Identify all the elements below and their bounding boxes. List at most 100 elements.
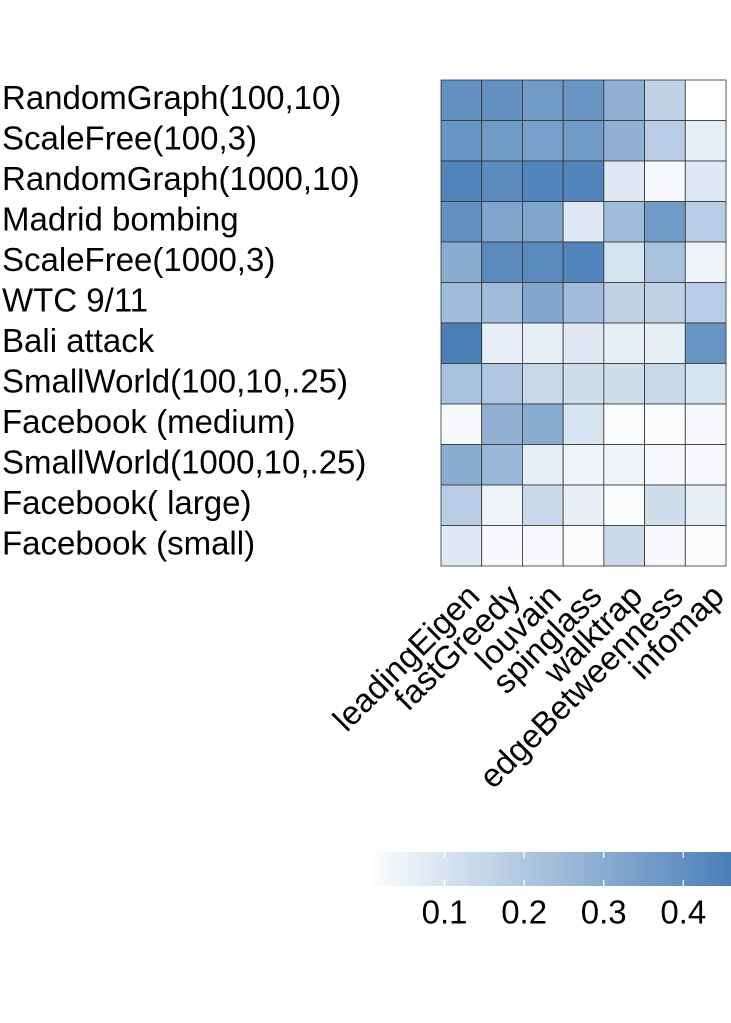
row-label: RandomGraph(100,10) (2, 79, 341, 116)
heatmap-cell (562, 120, 605, 162)
heatmap-cell (603, 363, 645, 405)
heatmap-cell (440, 484, 483, 526)
row-label: Facebook (small) (2, 524, 255, 561)
heatmap-cell (684, 201, 727, 243)
heatmap-cell (481, 363, 523, 405)
heatmap-cell (603, 120, 645, 162)
heatmap-cell (603, 282, 645, 324)
row-label: WTC 9/11 (2, 281, 148, 318)
heatmap-cell (522, 525, 564, 567)
colorbar-tick-label: 0.3 (581, 894, 627, 931)
colorbar (373, 852, 731, 886)
heatmap-cell (644, 241, 686, 283)
heatmap-cell (603, 241, 645, 283)
heatmap-cell (440, 160, 483, 202)
row-label: SmallWorld(100,10,.25) (2, 362, 348, 399)
heatmap-cell (481, 79, 523, 121)
row-label: Bali attack (2, 322, 155, 359)
heatmap-cell (562, 403, 605, 445)
heatmap-cell (481, 160, 523, 202)
row-label: Madrid bombing (2, 200, 239, 237)
heatmap-cell (440, 79, 483, 121)
heatmap-cell (562, 363, 605, 405)
heatmap-cell (603, 403, 645, 445)
heatmap-cell (644, 79, 686, 121)
colorbar-tick-label: 0.2 (501, 894, 547, 931)
heatmap-cell (644, 525, 686, 567)
heatmap-cell (522, 444, 564, 486)
heatmap-cell (684, 160, 727, 202)
heatmap-cell (522, 120, 564, 162)
heatmap-cell (562, 484, 605, 526)
heatmap-cell (440, 241, 483, 283)
heatmap-cell (644, 363, 686, 405)
heatmap-cell (440, 282, 483, 324)
heatmap-cell (440, 120, 483, 162)
heatmap-cell (481, 403, 523, 445)
row-label: Facebook (medium) (2, 403, 295, 440)
colorbar-tick-label: 0.4 (660, 894, 706, 931)
heatmap-cell (562, 322, 605, 364)
colorbar-tick-label: 0.1 (422, 894, 468, 931)
heatmap-cell (440, 403, 483, 445)
row-label: Facebook( large) (2, 484, 251, 521)
heatmap-cell (562, 444, 605, 486)
heatmap-cell (562, 79, 605, 121)
heatmap-cell (562, 282, 605, 324)
heatmap-cell (684, 525, 727, 567)
heatmap-cell (522, 363, 564, 405)
heatmap-cell (562, 241, 605, 283)
heatmap-cell (684, 322, 727, 364)
heatmap-cell (481, 241, 523, 283)
heatmap-cell (603, 484, 645, 526)
heatmap-cell (481, 120, 523, 162)
heatmap-cell (522, 403, 564, 445)
heatmap-cell (522, 241, 564, 283)
heatmap-cell (481, 282, 523, 324)
heatmap-cell (522, 79, 564, 121)
heatmap-cell (644, 160, 686, 202)
heatmap-cell (684, 241, 727, 283)
heatmap-cell (440, 322, 483, 364)
heatmap-cell (522, 160, 564, 202)
heatmap-cell (481, 201, 523, 243)
heatmap-cell (522, 282, 564, 324)
heatmap-cell (603, 79, 645, 121)
heatmap-cell (562, 525, 605, 567)
heatmap-cell (440, 525, 483, 567)
heatmap-cell (481, 484, 523, 526)
heatmap-cell (522, 201, 564, 243)
heatmap-cell (644, 120, 686, 162)
heatmap-cell (684, 484, 727, 526)
heatmap-cell (603, 322, 645, 364)
heatmap-cell (481, 525, 523, 567)
heatmap-cell (522, 484, 564, 526)
row-label: SmallWorld(1000,10,.25) (2, 443, 366, 480)
heatmap-cell (603, 201, 645, 243)
heatmap-cell (684, 363, 727, 405)
heatmap-cell (684, 444, 727, 486)
heatmap-cell (603, 160, 645, 202)
heatmap-cell (440, 444, 483, 486)
heatmap-cell (644, 322, 686, 364)
heatmap-cell (603, 525, 645, 567)
heatmap-cell (644, 201, 686, 243)
heatmap-cell (684, 282, 727, 324)
heatmap-cell (644, 484, 686, 526)
heatmap-cell (684, 120, 727, 162)
heatmap-cell (684, 403, 727, 445)
heatmap-cell (684, 79, 727, 121)
row-label: ScaleFree(100,3) (2, 119, 257, 156)
heatmap-cell (644, 403, 686, 445)
heatmap-cell (481, 444, 523, 486)
heatmap-cell (481, 322, 523, 364)
row-label: RandomGraph(1000,10) (2, 160, 360, 197)
heatmap-cell (644, 282, 686, 324)
heatmap-cell (644, 444, 686, 486)
heatmap-cell (603, 444, 645, 486)
heatmap-cell (440, 363, 483, 405)
heatmap-cell (562, 160, 605, 202)
heatmap-cell (440, 201, 483, 243)
